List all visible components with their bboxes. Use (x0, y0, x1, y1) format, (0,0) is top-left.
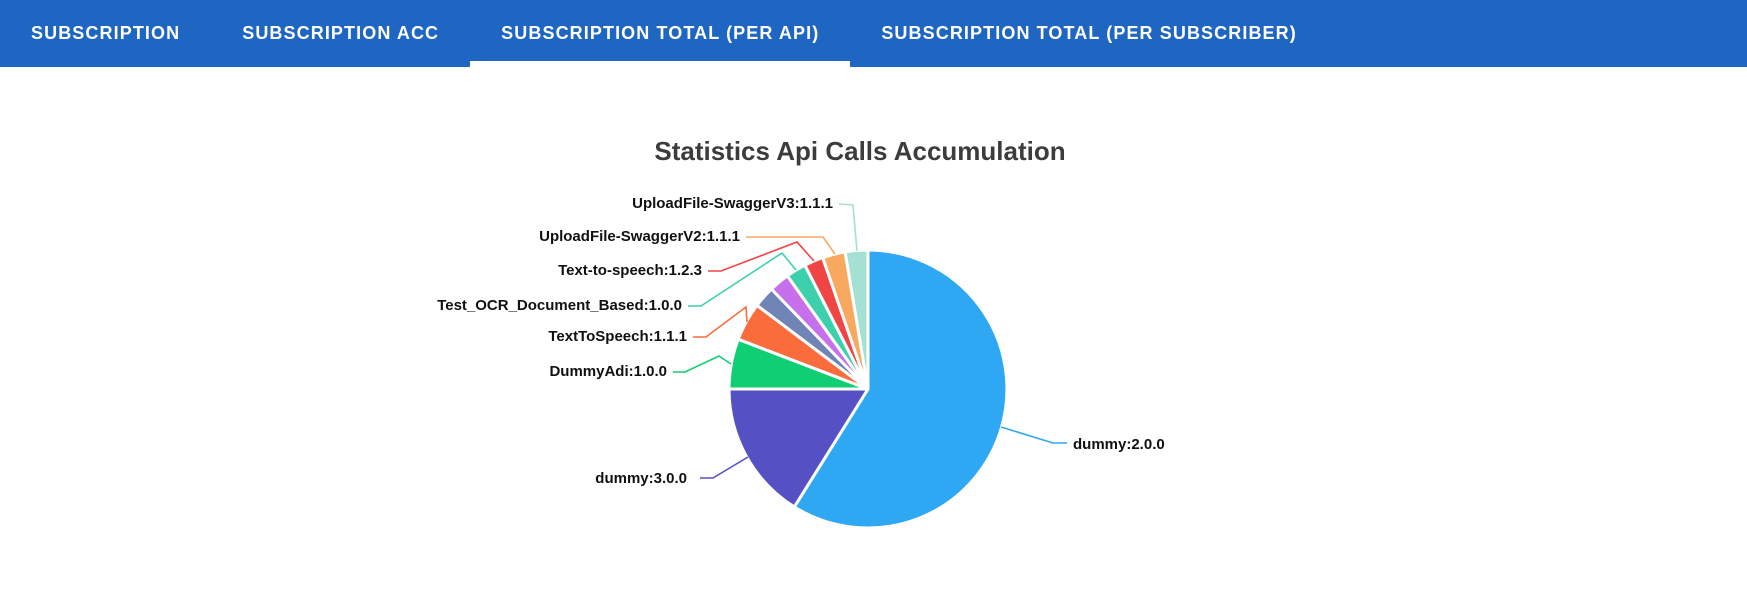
pie-label-dummyadi-1-0-0: DummyAdi:1.0.0 (549, 363, 667, 380)
tab-label: SUBSCRIPTION TOTAL (PER SUBSCRIBER) (881, 23, 1297, 43)
pie-label-uploadfile-swaggerv2-1-1-1: UploadFile-SwaggerV2:1.1.1 (539, 228, 740, 245)
active-tab-indicator (470, 61, 851, 67)
pie-label-test-ocr-document-based-1-0-0: Test_OCR_Document_Based:1.0.0 (437, 297, 682, 314)
chart-title: Statistics Api Calls Accumulation (654, 136, 1066, 167)
tab-label: SUBSCRIPTION ACC (242, 23, 440, 43)
tab-subscription-total-per-api[interactable]: SUBSCRIPTION TOTAL (PER API) (470, 0, 851, 67)
tab-bar: SUBSCRIPTION SUBSCRIPTION ACC SUBSCRIPTION… (0, 0, 1747, 67)
pie-label-dummy-3-0-0: dummy:3.0.0 (595, 470, 687, 487)
label-leader-line-uploadfile-swaggerv3-1-1-1 (838, 203, 858, 252)
label-leader-line-dummyadi-1-0-0 (673, 355, 732, 373)
pie-label-dummy-2-0-0: dummy:2.0.0 (1073, 436, 1165, 453)
tab-label: SUBSCRIPTION TOTAL (PER API) (501, 23, 820, 43)
tab-subscription-acc[interactable]: SUBSCRIPTION ACC (211, 0, 470, 67)
pie-label-texttospeech-1-1-1: TextToSpeech:1.1.1 (548, 328, 687, 345)
tab-subscription-total-per-subscriber[interactable]: SUBSCRIPTION TOTAL (PER SUBSCRIBER) (850, 0, 1328, 67)
label-leader-line-test-ocr-document-based-1-0-0 (688, 251, 797, 307)
pie-label-text-to-speech-1-2-3: Text-to-speech:1.2.3 (558, 262, 702, 279)
label-leader-line-uploadfile-swaggerv2-1-1-1 (746, 236, 836, 255)
label-leader-line-text-to-speech-1-2-3 (708, 241, 815, 272)
pie-slice-dummy-3-0-0[interactable] (727, 387, 870, 509)
label-leader-line-dummy-3-0-0 (700, 456, 749, 479)
tab-label: SUBSCRIPTION (31, 23, 181, 43)
label-leader-line-dummy-2-0-0 (1000, 426, 1067, 444)
tab-subscription[interactable]: SUBSCRIPTION (0, 0, 211, 67)
label-leader-line-texttospeech-1-1-1 (693, 305, 748, 338)
pie-label-uploadfile-swaggerv3-1-1-1: UploadFile-SwaggerV3:1.1.1 (632, 195, 833, 212)
